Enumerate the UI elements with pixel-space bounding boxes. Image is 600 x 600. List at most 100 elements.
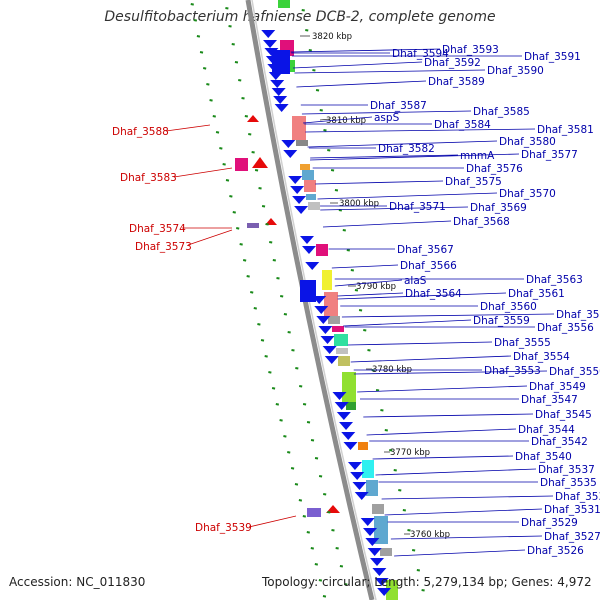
feature-block[interactable] <box>328 316 340 324</box>
right-gene-label[interactable]: mnmA <box>460 150 495 162</box>
right-gene-label[interactable]: Dhaf_3576 <box>466 163 523 175</box>
right-gene-label[interactable]: Dhaf_3587 <box>370 100 427 112</box>
forward-gene-arrow[interactable] <box>324 356 339 364</box>
forward-gene-arrow[interactable] <box>305 262 320 270</box>
reverse-gene-block[interactable] <box>307 508 321 517</box>
right-gene-label[interactable]: Dhaf_3563 <box>526 274 583 286</box>
right-gene-label[interactable]: Dhaf_3592 <box>424 57 481 69</box>
feature-block[interactable] <box>366 480 378 496</box>
right-gene-label[interactable]: Dhaf_3568 <box>453 216 510 228</box>
forward-gene-arrow[interactable] <box>283 150 298 158</box>
right-gene-label[interactable]: Dhaf_3550 <box>549 366 600 378</box>
feature-block[interactable] <box>302 170 314 180</box>
right-gene-label[interactable]: Dhaf_3540 <box>515 451 572 463</box>
right-gene-label[interactable]: Dhaf_3564 <box>405 288 462 300</box>
left-gene-label[interactable]: Dhaf_3574 <box>129 223 186 235</box>
feature-block[interactable] <box>296 140 308 146</box>
forward-gene-arrow[interactable] <box>363 528 378 536</box>
feature-block[interactable] <box>316 244 328 256</box>
forward-gene-arrow[interactable] <box>360 518 375 526</box>
reverse-gene-arrow[interactable] <box>252 157 268 168</box>
right-gene-label[interactable]: Dhaf_3561 <box>508 288 565 300</box>
forward-gene-arrow[interactable] <box>261 30 276 38</box>
forward-gene-arrow[interactable] <box>352 482 367 490</box>
forward-gene-arrow[interactable] <box>273 96 288 104</box>
forward-gene-arrow[interactable] <box>336 412 351 420</box>
feature-block[interactable] <box>304 180 316 192</box>
forward-gene-arrow[interactable] <box>263 40 278 48</box>
feature-block[interactable] <box>292 116 306 140</box>
right-gene-label[interactable]: alaS <box>404 275 427 287</box>
forward-gene-arrow[interactable] <box>288 176 303 184</box>
right-gene-label[interactable]: Dhaf_3529 <box>521 517 578 529</box>
right-gene-label[interactable]: Dhaf_3527 <box>544 531 600 543</box>
feature-block[interactable] <box>342 372 356 402</box>
feature-block[interactable] <box>278 0 290 8</box>
feature-block[interactable] <box>386 580 398 600</box>
right-gene-label[interactable]: Dhaf_3560 <box>480 301 537 313</box>
forward-gene-arrow[interactable] <box>372 568 387 576</box>
forward-gene-arrow[interactable] <box>374 578 389 586</box>
right-gene-label[interactable]: Dhaf_3549 <box>529 381 586 393</box>
right-gene-label[interactable]: Dhaf_3545 <box>535 409 592 421</box>
right-gene-label[interactable]: Dhaf_3585 <box>473 106 530 118</box>
feature-block[interactable] <box>332 326 344 332</box>
right-gene-label[interactable]: Dhaf_3542 <box>531 436 588 448</box>
feature-block[interactable] <box>336 348 348 354</box>
left-gene-label[interactable]: Dhaf_3539 <box>195 522 252 534</box>
right-gene-label[interactable]: Dhaf_3594 <box>392 48 449 60</box>
forward-gene-arrow[interactable] <box>302 246 317 254</box>
right-gene-label[interactable]: Dhaf_3584 <box>434 119 491 131</box>
right-gene-label[interactable]: Dhaf_3567 <box>397 244 454 256</box>
feature-block[interactable] <box>362 460 374 478</box>
right-gene-label[interactable]: Dhaf_3591 <box>524 51 581 63</box>
forward-gene-arrow[interactable] <box>365 538 380 546</box>
right-gene-label[interactable]: Dhaf_3553 <box>484 365 541 377</box>
forward-gene-block[interactable] <box>272 50 290 74</box>
feature-block[interactable] <box>374 516 388 544</box>
reverse-gene-arrow[interactable] <box>326 505 340 513</box>
feature-block[interactable] <box>334 334 348 346</box>
right-gene-label[interactable]: Dhaf_3556 <box>537 322 594 334</box>
feature-block[interactable] <box>346 402 356 410</box>
right-gene-label[interactable]: Dhaf_3558 <box>556 309 600 321</box>
feature-block[interactable] <box>372 504 384 514</box>
forward-gene-arrow[interactable] <box>354 492 369 500</box>
right-gene-label[interactable]: Dhaf_3593 <box>442 44 499 56</box>
forward-gene-arrow[interactable] <box>281 140 296 148</box>
forward-gene-arrow[interactable] <box>322 346 337 354</box>
reverse-gene-arrow[interactable] <box>247 115 259 122</box>
forward-gene-arrow[interactable] <box>290 186 305 194</box>
right-gene-label[interactable]: Dhaf_3566 <box>400 260 457 272</box>
right-gene-label[interactable]: Dhaf_3554 <box>513 351 570 363</box>
feature-block[interactable] <box>308 202 320 210</box>
right-gene-label[interactable]: Dhaf_3555 <box>494 337 551 349</box>
right-gene-label[interactable]: Dhaf_3571 <box>389 201 446 213</box>
forward-gene-arrow[interactable] <box>334 402 349 410</box>
right-gene-label[interactable]: Dhaf_3570 <box>499 188 556 200</box>
right-gene-label[interactable]: Dhaf_3547 <box>521 394 578 406</box>
right-gene-label[interactable]: Dhaf_3589 <box>428 76 485 88</box>
forward-gene-arrow[interactable] <box>314 306 329 314</box>
forward-gene-arrow[interactable] <box>341 432 356 440</box>
feature-block[interactable] <box>324 292 338 316</box>
left-gene-label[interactable]: Dhaf_3573 <box>135 241 192 253</box>
forward-gene-block[interactable] <box>300 280 316 302</box>
right-gene-label[interactable]: Dhaf_3526 <box>527 545 584 557</box>
right-gene-label[interactable]: Dhaf_3582 <box>378 143 435 155</box>
forward-gene-arrow[interactable] <box>271 88 286 96</box>
forward-gene-arrow[interactable] <box>294 206 309 214</box>
right-gene-label[interactable]: Dhaf_3590 <box>487 65 544 77</box>
forward-gene-arrow[interactable] <box>316 316 331 324</box>
right-gene-label[interactable]: Dhaf_3559 <box>473 315 530 327</box>
reverse-gene-arrow[interactable] <box>265 218 277 225</box>
forward-gene-arrow[interactable] <box>377 588 392 596</box>
right-gene-label[interactable]: Dhaf_3580 <box>499 136 556 148</box>
forward-gene-arrow[interactable] <box>274 104 289 112</box>
forward-gene-arrow[interactable] <box>300 236 315 244</box>
right-gene-label[interactable]: Dhaf_3544 <box>518 424 575 436</box>
right-gene-label[interactable]: Dhaf_3577 <box>521 149 578 161</box>
forward-gene-arrow[interactable] <box>367 548 382 556</box>
right-gene-label[interactable]: aspS <box>374 112 400 124</box>
feature-block[interactable] <box>358 442 368 450</box>
